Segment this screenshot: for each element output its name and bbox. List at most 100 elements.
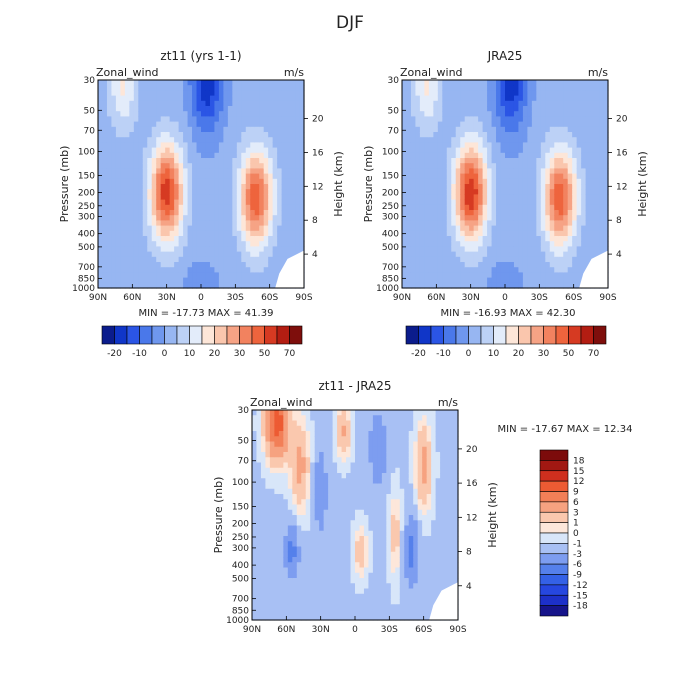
field-cell xyxy=(590,215,596,221)
field-cell xyxy=(218,173,224,180)
field-cell xyxy=(236,142,242,149)
field-cell xyxy=(178,106,184,112)
field-cell xyxy=(174,137,180,143)
field-cell xyxy=(319,457,325,464)
field-cell xyxy=(446,220,452,227)
field-cell xyxy=(487,163,493,169)
field-cell xyxy=(428,100,434,107)
field-cell xyxy=(446,152,452,159)
field-cell xyxy=(540,168,546,175)
field-cell xyxy=(527,230,533,237)
field-cell xyxy=(368,467,374,474)
latitude-tick-label: 0 xyxy=(198,293,204,303)
field-cell xyxy=(299,95,305,102)
field-cell xyxy=(496,173,502,180)
field-cell xyxy=(178,277,184,284)
field-cell xyxy=(205,282,211,289)
field-cell xyxy=(214,256,220,263)
field-cell xyxy=(527,189,533,195)
field-cell xyxy=(482,246,488,253)
field-cell xyxy=(301,567,307,574)
field-cell xyxy=(183,262,189,268)
field-cell xyxy=(328,593,334,600)
field-cell xyxy=(269,583,275,590)
field-cell xyxy=(522,90,528,97)
field-cell xyxy=(301,593,307,600)
field-cell xyxy=(236,184,242,190)
field-cell xyxy=(363,599,370,605)
field-cell xyxy=(263,267,269,273)
field-cell xyxy=(549,126,555,133)
field-cell xyxy=(319,557,325,563)
field-cell xyxy=(581,106,587,112)
field-cell xyxy=(156,132,162,138)
field-cell xyxy=(424,277,430,284)
field-cell xyxy=(567,251,573,258)
field-cell xyxy=(540,215,546,221)
field-cell xyxy=(102,147,108,154)
field-cell xyxy=(138,147,144,154)
field-cell xyxy=(576,178,582,185)
field-cell xyxy=(201,100,207,107)
field-cell xyxy=(265,562,271,569)
field-cell xyxy=(410,111,417,117)
field-cell xyxy=(281,95,287,102)
field-cell xyxy=(402,80,408,86)
field-cell xyxy=(527,126,533,133)
field-cell xyxy=(156,173,162,180)
field-cell xyxy=(531,142,537,149)
field-cell xyxy=(328,541,334,548)
field-cell xyxy=(115,262,121,268)
field-cell xyxy=(256,525,262,532)
field-cell xyxy=(522,199,528,206)
field-cell xyxy=(183,251,189,258)
field-cell xyxy=(174,80,180,86)
field-cell xyxy=(540,147,546,154)
field-cell xyxy=(209,126,216,133)
field-cell xyxy=(496,262,502,268)
field-cell xyxy=(572,215,578,221)
field-cell xyxy=(491,215,497,221)
field-cell xyxy=(332,441,338,448)
field-cell xyxy=(554,106,560,112)
field-cell xyxy=(241,90,247,97)
field-cell xyxy=(102,277,108,284)
latitude-tick-label: 30N xyxy=(462,293,480,303)
field-cell xyxy=(111,199,117,206)
field-cell xyxy=(419,230,425,237)
field-cell xyxy=(372,515,378,521)
field-cell xyxy=(487,199,493,206)
field-cell xyxy=(102,121,108,128)
field-cell xyxy=(187,262,193,268)
field-cell xyxy=(368,609,374,616)
field-cell xyxy=(265,425,271,432)
field-cell xyxy=(328,441,334,448)
field-cell xyxy=(254,116,260,123)
field-cell xyxy=(287,425,293,432)
field-cell xyxy=(196,168,202,175)
field-cell xyxy=(256,478,262,485)
field-cell xyxy=(263,147,269,154)
field-cell xyxy=(106,220,113,227)
field-cell xyxy=(102,189,108,195)
field-cell xyxy=(594,215,600,221)
field-cell xyxy=(299,236,305,242)
field-cell xyxy=(301,504,307,511)
field-cell xyxy=(281,204,287,211)
field-cell xyxy=(442,116,448,123)
field-cell xyxy=(372,441,378,448)
field-cell xyxy=(563,90,569,97)
field-cell xyxy=(187,210,193,216)
field-cell xyxy=(296,609,302,616)
panel-2-stats: MIN = -16.93 MAX = 42.30 xyxy=(441,308,576,319)
field-cell xyxy=(278,499,284,506)
field-cell xyxy=(437,121,443,128)
field-cell xyxy=(576,194,582,201)
field-cell xyxy=(254,246,260,253)
field-cell xyxy=(111,236,117,242)
field-cell xyxy=(156,194,162,201)
field-cell xyxy=(350,525,356,532)
field-cell xyxy=(241,246,247,253)
field-cell xyxy=(451,126,457,133)
